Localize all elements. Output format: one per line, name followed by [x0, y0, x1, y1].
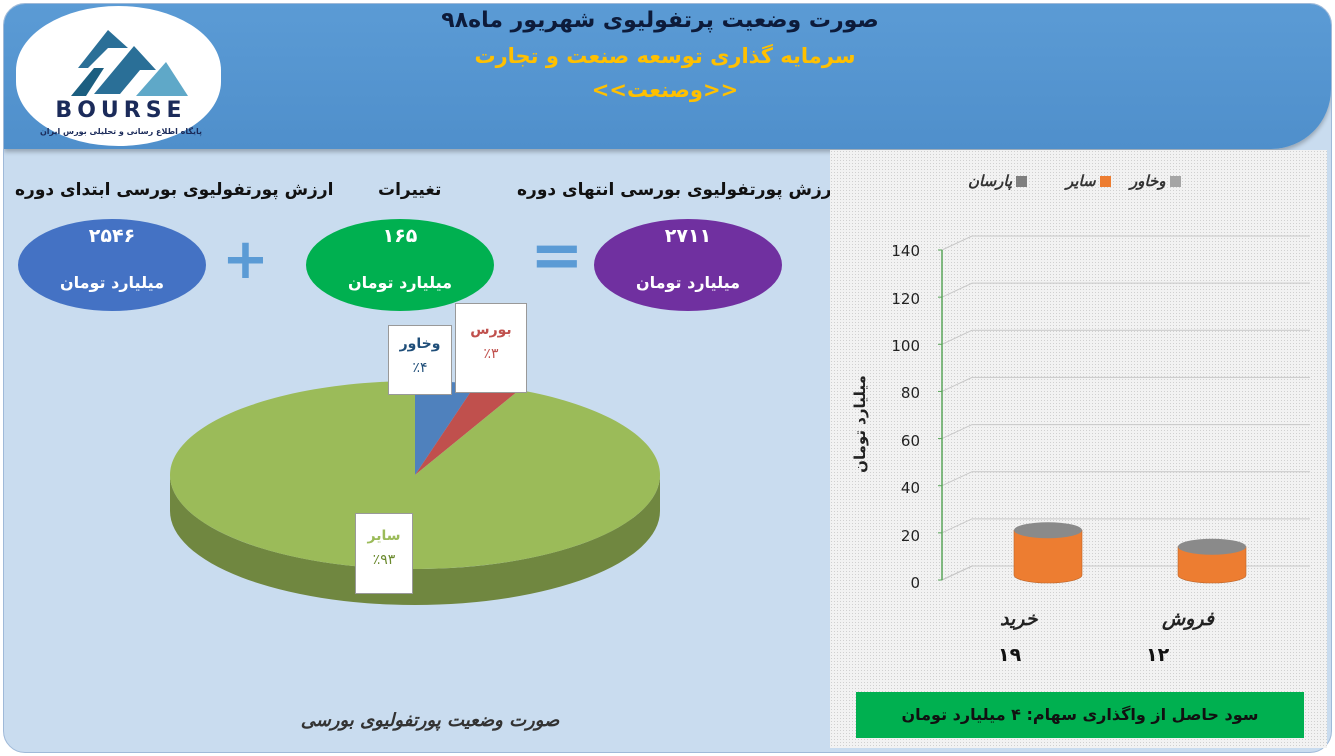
chart-floor	[941, 565, 1310, 581]
y-tick-40: 40	[900, 479, 920, 497]
logo-subtitle: پایگاه اطلاع رسانی و تحلیلی بورس ایران	[39, 127, 203, 136]
end-value: ۲۷۱۱	[664, 225, 712, 247]
gridline	[941, 471, 1310, 487]
equals-sign: =	[530, 219, 584, 293]
pie-slice-سایر	[169, 381, 660, 569]
bar-top-خرید	[1014, 522, 1082, 539]
pie-label-other: سایر ٪۹۳	[355, 513, 413, 594]
y-tick-100: 100	[891, 337, 920, 355]
y-tick-60: 60	[900, 432, 920, 450]
trade-bar-chart	[938, 235, 1310, 584]
legend-item-vkhavar: وخاور	[1130, 172, 1181, 190]
pie-label-bourse-name: بورس	[470, 322, 512, 338]
end-value-heading: ارزش پورتفولیوی بورسی انتهای دوره	[517, 180, 838, 200]
logo-text: BOURSE	[55, 98, 187, 123]
gridline	[941, 282, 1310, 298]
pie-label-bourse-percent: ٪۳	[483, 346, 499, 362]
ticker-symbol: <<وصنعت>>	[591, 78, 739, 102]
portfolio-pie-chart	[169, 381, 660, 605]
gridline	[941, 376, 1310, 392]
change-value-unit: میلیارد تومان	[347, 273, 453, 292]
y-tick-80: 80	[900, 384, 920, 402]
pie-side-سایر	[170, 475, 660, 605]
logo: BOURSE پایگاه اطلاع رسانی و تحلیلی بورس …	[16, 6, 221, 146]
profit-banner: سود حاصل از واگذاری سهام: ۴ میلیارد توما…	[856, 692, 1304, 738]
bar-خرید	[1013, 529, 1083, 584]
legend-label-vkhavar: وخاور	[1130, 172, 1166, 190]
legend-item-other: سایر	[1066, 172, 1111, 190]
change-value-oval: ۱۶۵ میلیارد تومان	[306, 219, 494, 311]
header-banner	[4, 4, 1331, 149]
start-value-heading: ارزش پورتفولیوی بورسی ابتدای دوره	[15, 180, 334, 200]
value-label-sell: ۱۲	[1146, 644, 1170, 666]
bar-فروش	[1177, 546, 1247, 584]
pie-label-other-name: سایر	[367, 528, 401, 544]
change-value: ۱۶۵	[382, 225, 418, 247]
bar-top-فروش	[1178, 538, 1246, 555]
page-title: صورت وضعیت پرتفولیوی شهریور ماه۹۸	[441, 8, 879, 33]
pie-label-vkhavar-percent: ٪۴	[412, 360, 428, 376]
plus-sign: +	[222, 227, 269, 292]
gridline	[941, 565, 1310, 581]
pie-label-vkhavar: وخاور ٪۴	[388, 325, 452, 395]
category-label-buy: خرید	[1000, 608, 1038, 630]
value-label-buy: ۱۹	[998, 644, 1022, 666]
legend-swatch-vkhavar	[1169, 176, 1181, 187]
legend-item-parsan: پارسان	[968, 172, 1028, 190]
gridline	[941, 424, 1310, 440]
gridline	[941, 235, 1310, 251]
pie-caption: صورت وضعیت پورتفولیوی بورسی	[300, 710, 560, 731]
pie-label-vkhavar-name: وخاور	[399, 336, 441, 352]
logo-mark-icon	[71, 30, 188, 96]
end-value-oval: ۲۷۱۱ میلیارد تومان	[594, 219, 782, 311]
legend-label-parsan: پارسان	[968, 172, 1013, 190]
y-tick-140: 140	[891, 242, 920, 260]
legend-swatch-parsan	[1016, 176, 1028, 187]
pie-label-bourse: بورس ٪۳	[455, 303, 527, 393]
start-value-oval: ۲۵۴۶ میلیارد تومان	[18, 219, 206, 311]
pie-label-other-percent: ٪۹۳	[372, 552, 396, 568]
legend-swatch-other	[1099, 176, 1111, 187]
gridline	[941, 518, 1310, 534]
start-value: ۲۵۴۶	[88, 225, 136, 247]
category-label-sell: فروش	[1162, 608, 1214, 630]
gridline	[941, 329, 1310, 345]
trade-chart-panel	[830, 150, 1327, 748]
pie-slice-وخاور	[415, 381, 476, 475]
y-tick-20: 20	[900, 527, 920, 545]
company-name: سرمایه گذاری توسعه صنعت و تجارت	[474, 44, 856, 68]
start-value-unit: میلیارد تومان	[59, 273, 165, 292]
pie-slice-بورس	[415, 383, 520, 475]
y-tick-0: 0	[910, 574, 920, 592]
legend-label-other: سایر	[1066, 172, 1096, 190]
end-value-unit: میلیارد تومان	[635, 273, 741, 292]
y-tick-120: 120	[891, 290, 920, 308]
change-heading: تغییرات	[378, 180, 442, 200]
